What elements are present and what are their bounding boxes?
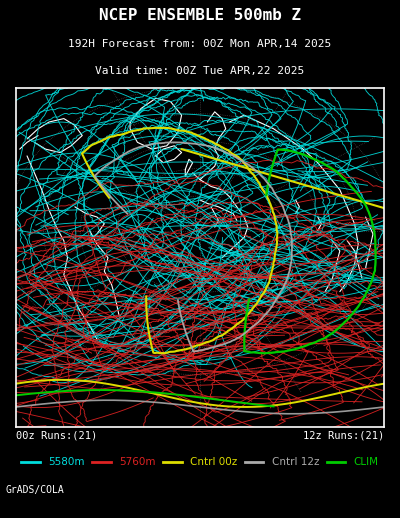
Text: 192H Forecast from: 00Z Mon APR,14 2025: 192H Forecast from: 00Z Mon APR,14 2025 bbox=[68, 38, 332, 49]
Legend: 5580m, 5760m, Cntrl 00z, Cntrl 12z, CLIM: 5580m, 5760m, Cntrl 00z, Cntrl 12z, CLIM bbox=[17, 453, 383, 471]
Text: 00z Runs:(21): 00z Runs:(21) bbox=[16, 431, 97, 441]
Text: 12z Runs:(21): 12z Runs:(21) bbox=[303, 431, 384, 441]
Text: NCEP ENSEMBLE 500mb Z: NCEP ENSEMBLE 500mb Z bbox=[99, 8, 301, 23]
Text: GrADS/COLA: GrADS/COLA bbox=[6, 485, 65, 495]
Text: Valid time: 00Z Tue APR,22 2025: Valid time: 00Z Tue APR,22 2025 bbox=[95, 66, 305, 76]
